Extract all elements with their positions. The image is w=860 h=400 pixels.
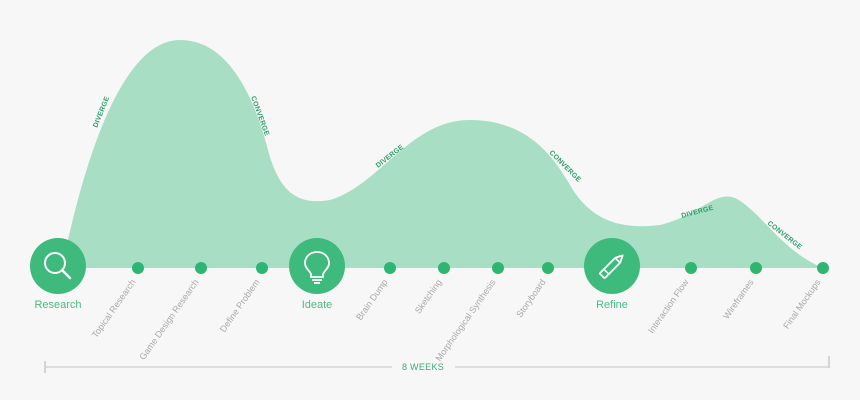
phase-label-research: Research [34,299,81,311]
step-label-sketching: Sketching [413,277,444,315]
phase-refine: Refine [584,238,640,311]
step-dot [132,262,144,274]
step-label-storyboard: Storyboard [514,277,547,319]
step-dots [132,262,829,274]
step-dot [817,262,829,274]
phase-ideate: Ideate [289,238,345,311]
step-dot [492,262,504,274]
duration-label: 8 WEEKS [402,362,444,372]
phase-circle [289,238,345,294]
step-label-define-problem: Define Problem [218,277,262,334]
step-label-wireframes: Wireframes [721,277,756,321]
pen-icon [599,254,624,279]
step-dot [256,262,268,274]
phase-research: Research [30,238,86,311]
diverge-converge-wave [62,40,823,268]
magnifier-icon [44,252,72,280]
step-label-game-design-research: Game Design Research [137,277,200,361]
step-label-brain-dump: Brain Dump [354,277,389,322]
step-dot [542,262,554,274]
step-dot [438,262,450,274]
lightbulb-icon [304,251,330,284]
step-label-morphological-synthesis: Morphological Synthesis [433,277,497,363]
phase-label-ideate: Ideate [302,299,333,311]
step-dot [384,262,396,274]
phase-circle [584,238,640,294]
phase-circle [30,238,86,294]
step-labels: Topical Research Game Design Research De… [90,277,823,363]
step-dot [195,262,207,274]
phase-label-refine: Refine [596,299,628,311]
step-dot [685,262,697,274]
step-label-topical-research: Topical Research [90,277,138,339]
step-label-interaction-flow: Interaction Flow [646,277,691,335]
step-label-final-mockups: Final Mockups [781,277,823,331]
step-dot [750,262,762,274]
duration-timeline: 8 WEEKS [44,356,830,373]
